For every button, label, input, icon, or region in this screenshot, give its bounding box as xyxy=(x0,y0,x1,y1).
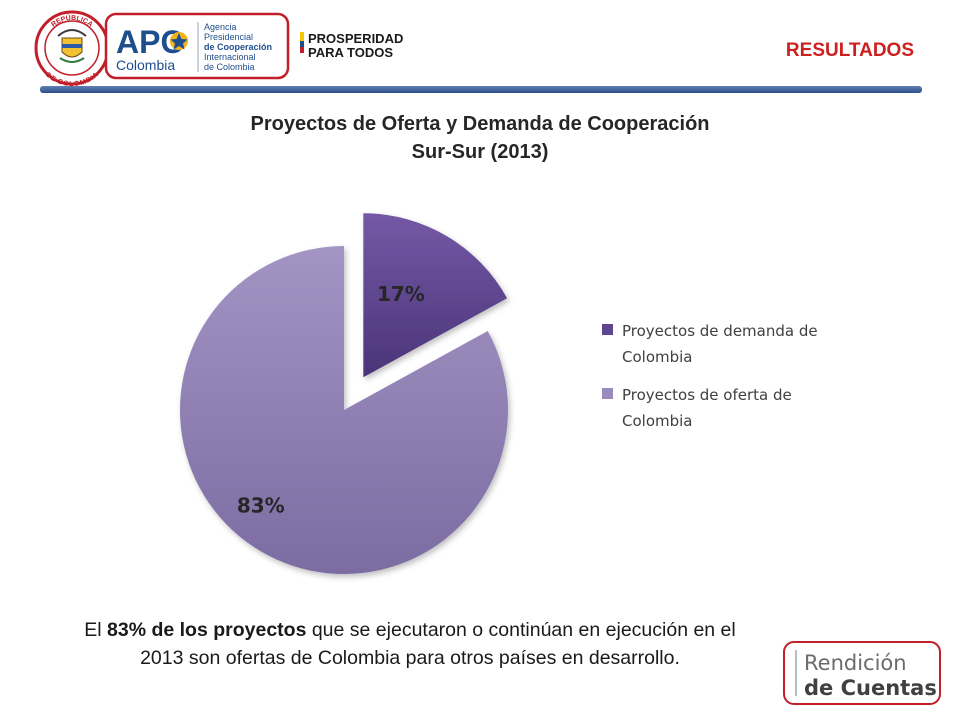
section-label: RESULTADOS xyxy=(785,40,914,61)
svg-text:Agencia Presidencial: Agencia Presidencial de Cooperación Inte… xyxy=(204,22,275,72)
rendicion-line-1: Rendición xyxy=(804,651,907,675)
summary-text: El 83% de los proyectos que se ejecutaro… xyxy=(60,616,760,672)
chart-title: Proyectos de Oferta y Demanda de Coopera… xyxy=(160,110,800,166)
summary-part-2: que se ejecutaron o continúan en ejecuci… xyxy=(140,619,736,669)
apc-logo: APC Colombia Agencia Presidencial de Coo… xyxy=(104,12,290,80)
apc-agency-line-3: de Cooperación xyxy=(204,42,272,52)
chart-title-line-2: Sur-Sur (2013) xyxy=(411,141,549,163)
pie-label-demanda: 17% xyxy=(377,282,425,306)
apc-agency-line-1: Agencia xyxy=(204,22,237,32)
header-divider xyxy=(40,86,922,93)
chart-title-line-1: Proyectos de Oferta y Demanda de Coopera… xyxy=(250,113,710,135)
rendicion-line-2: de Cuentas xyxy=(804,676,937,700)
colombia-seal: REPÚBLICA DE COLOMBIA xyxy=(34,10,110,88)
rendicion-de-cuentas-logo: Rendición de Cuentas xyxy=(783,641,941,705)
apc-agency-line-4: Internacional xyxy=(204,52,256,62)
prosperidad-logo: PROSPERIDAD PARA TODOS xyxy=(300,31,403,60)
apc-agency-line-5: de Colombia xyxy=(204,62,255,72)
summary-part-1: El xyxy=(84,619,107,641)
pie-chart: 17% 83% xyxy=(179,213,508,574)
legend-label-oferta: Proyectos de oferta de Colombia xyxy=(622,386,792,430)
prosperidad-line-2: PARA TODOS xyxy=(308,45,393,60)
pie-slice-oferta xyxy=(179,246,508,574)
legend-swatch-oferta xyxy=(602,388,613,399)
legend-item: Proyectos de demanda de Colombia xyxy=(602,318,842,370)
pie-label-oferta: 83% xyxy=(237,494,285,518)
chart-legend: Proyectos de demanda de Colombia Proyect… xyxy=(602,318,842,446)
legend-label-demanda: Proyectos de demanda de Colombia xyxy=(622,322,818,366)
apc-agency-line-2: Presidencial xyxy=(204,32,253,42)
apc-star-icon xyxy=(170,32,188,50)
pie-slice-demanda xyxy=(363,213,508,378)
legend-item: Proyectos de oferta de Colombia xyxy=(602,382,842,434)
header-logos: REPÚBLICA DE COLOMBIA APC Colombia Agenc… xyxy=(34,10,403,88)
apc-country: Colombia xyxy=(116,57,175,73)
summary-bold: 83% de los proyectos xyxy=(107,619,307,641)
prosperidad-line-1: PROSPERIDAD xyxy=(308,31,403,46)
legend-swatch-demanda xyxy=(602,324,613,335)
